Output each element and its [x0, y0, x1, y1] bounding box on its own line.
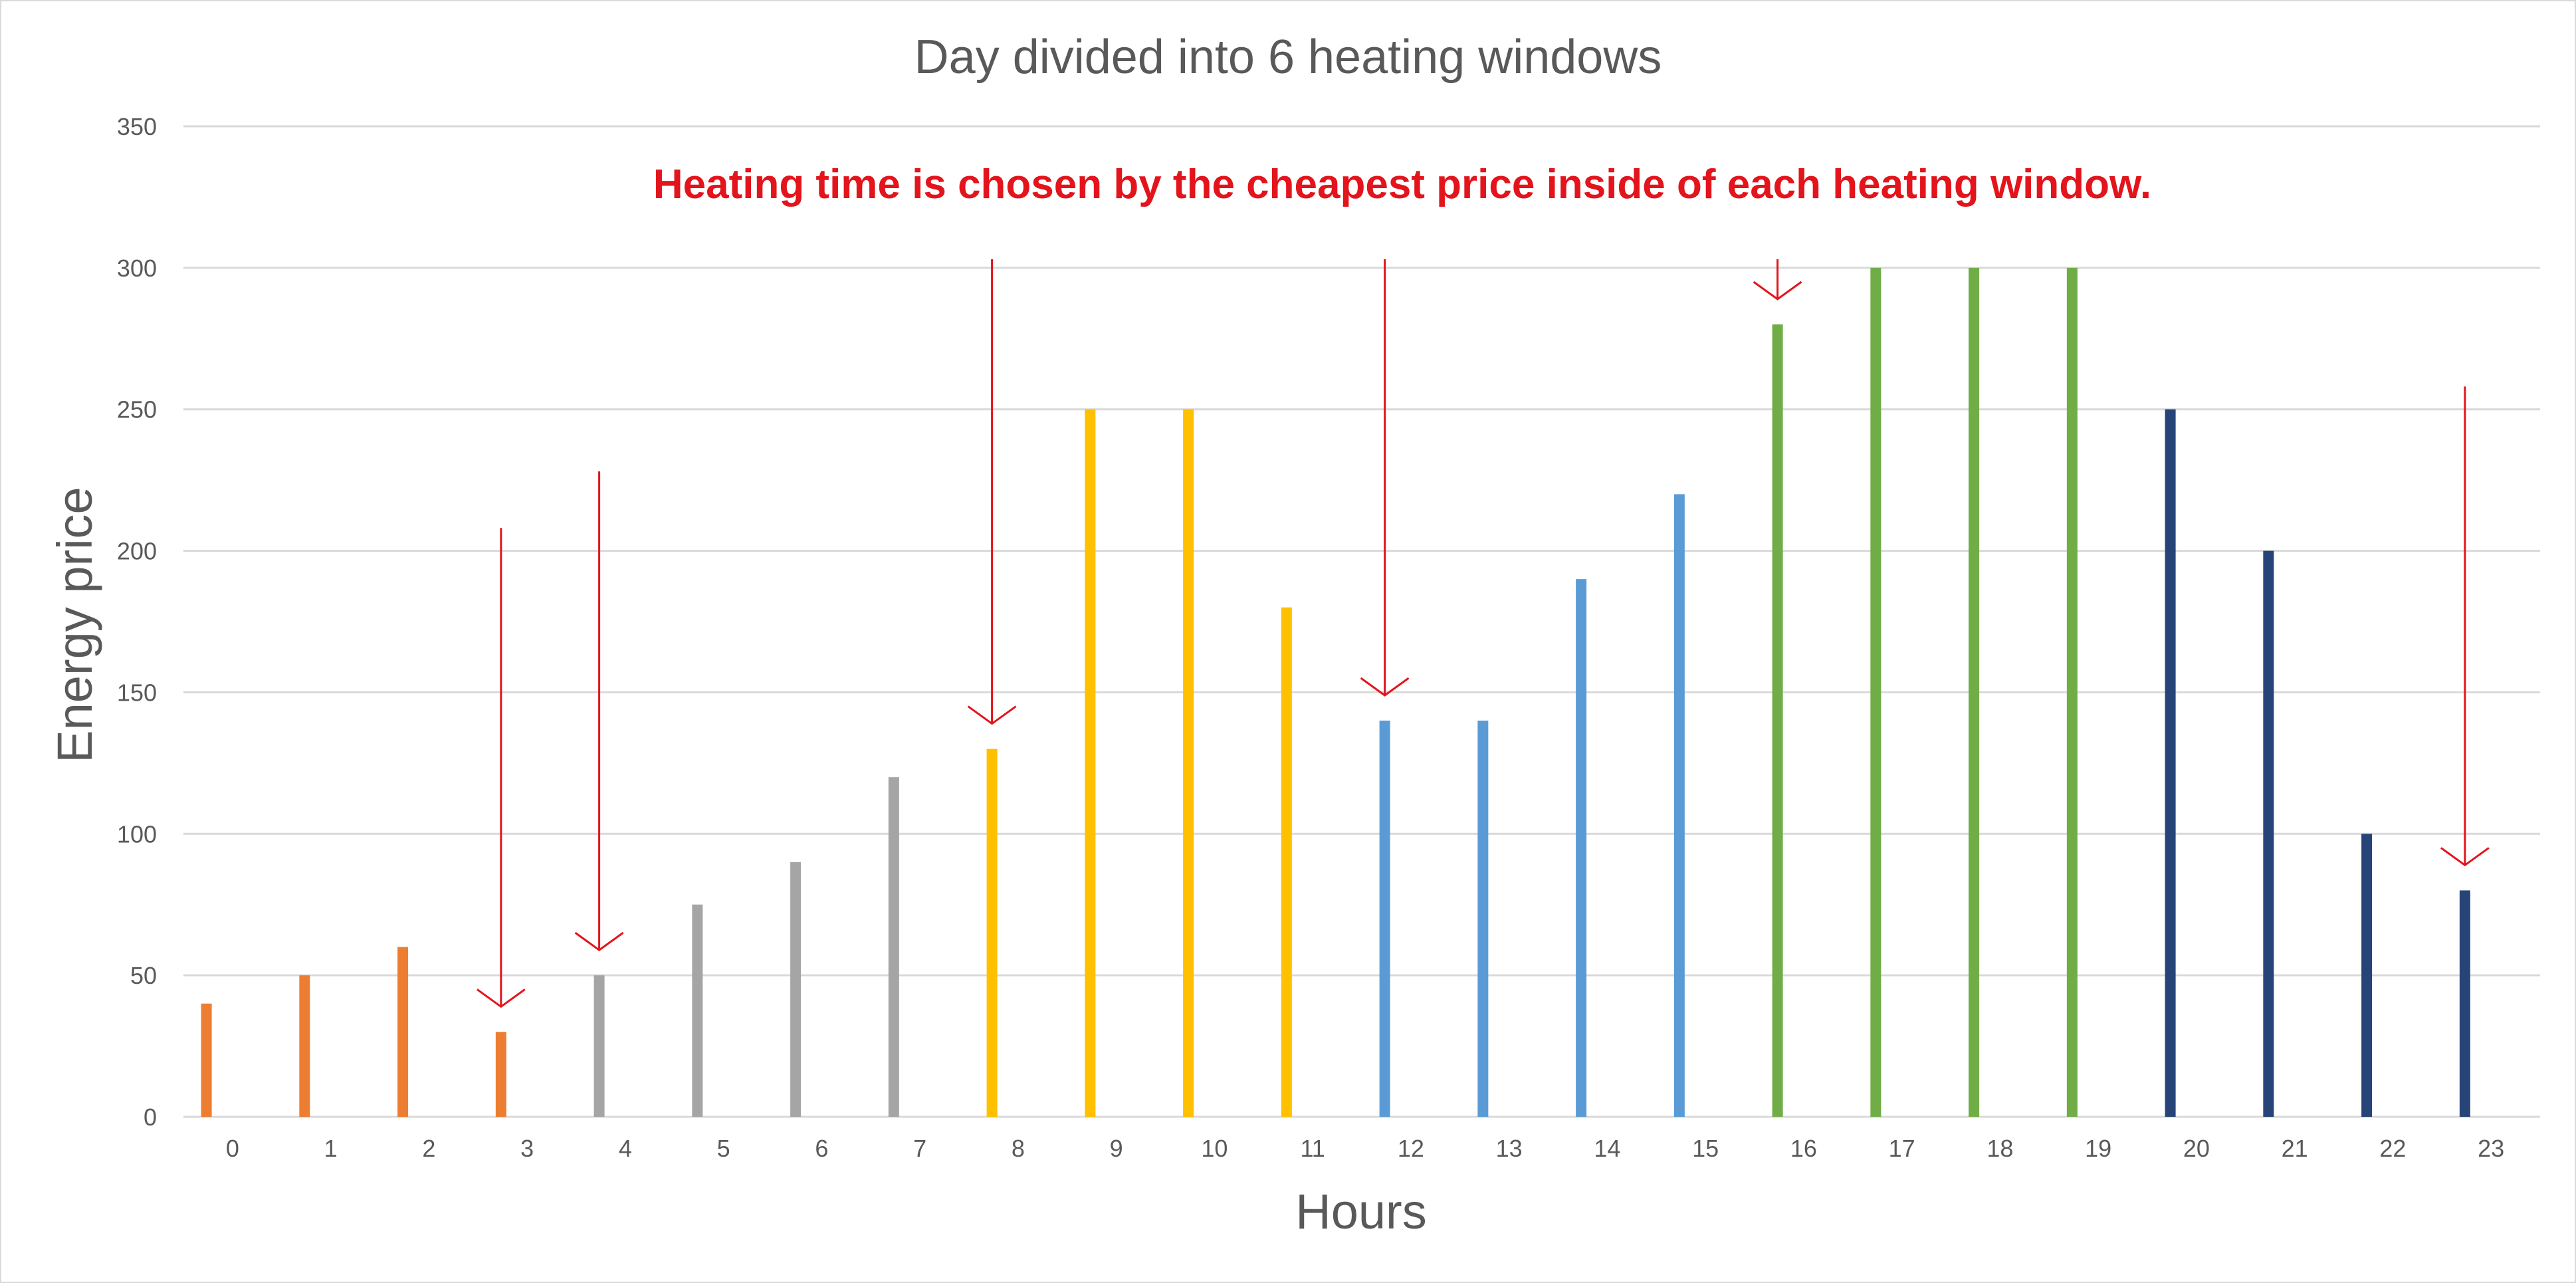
x-tick-label-23: 23 — [2478, 1135, 2504, 1162]
x-tick-label-15: 15 — [1692, 1135, 1719, 1162]
y-axis-title: Energy price — [47, 487, 102, 762]
x-tick-labels: 0 1 2 3 4 5 6 7 8 9 10 11 12 13 14 15 16 17 18 19 20 21 22 23 — [226, 1135, 2504, 1162]
bar-0 — [201, 1003, 212, 1117]
bar-16 — [1772, 324, 1783, 1117]
y-tick-label-0: 0 — [144, 1104, 157, 1131]
x-tick-label-17: 17 — [1889, 1135, 1915, 1162]
y-tick-label-150: 150 — [117, 679, 157, 706]
bar-10 — [1183, 409, 1194, 1117]
cheapest-arrow-3 — [476, 528, 526, 1008]
bar-7 — [888, 777, 899, 1117]
x-tick-label-3: 3 — [520, 1135, 534, 1162]
x-tick-label-4: 4 — [619, 1135, 632, 1162]
y-tick-label-250: 250 — [117, 396, 157, 423]
bar-2 — [397, 947, 409, 1117]
x-tick-label-20: 20 — [2183, 1135, 2210, 1162]
bar-4 — [593, 975, 605, 1117]
y-tick-label-350: 350 — [117, 113, 157, 140]
x-tick-label-7: 7 — [913, 1135, 926, 1162]
x-tick-label-5: 5 — [717, 1135, 730, 1162]
x-tick-label-14: 14 — [1594, 1135, 1620, 1162]
x-tick-label-21: 21 — [2282, 1135, 2308, 1162]
x-tick-label-6: 6 — [815, 1135, 828, 1162]
gridlines — [183, 125, 2540, 1118]
bar-12 — [1379, 721, 1390, 1117]
bar-6 — [790, 862, 802, 1117]
x-tick-label-0: 0 — [226, 1135, 239, 1162]
x-tick-label-22: 22 — [2379, 1135, 2406, 1162]
bar-15 — [1673, 494, 1685, 1117]
x-tick-label-10: 10 — [1201, 1135, 1228, 1162]
y-tick-labels: 0 50 100 150 200 250 300 350 — [117, 113, 157, 1131]
chart-title: Day divided into 6 heating windows — [914, 31, 1662, 84]
bars — [201, 267, 2470, 1117]
x-tick-label-13: 13 — [1496, 1135, 1523, 1162]
x-tick-label-2: 2 — [422, 1135, 435, 1162]
bar-13 — [1477, 721, 1489, 1117]
x-tick-label-12: 12 — [1398, 1135, 1424, 1162]
bar-19 — [2066, 267, 2078, 1117]
x-axis-title: Hours — [1295, 1184, 1426, 1239]
x-tick-label-1: 1 — [324, 1135, 338, 1162]
cheapest-arrow-16 — [1753, 259, 1802, 300]
cheapest-arrow-12 — [1360, 259, 1410, 697]
bar-3 — [495, 1032, 506, 1117]
cheapest-arrow-8 — [967, 259, 1017, 725]
x-tick-label-8: 8 — [1012, 1135, 1025, 1162]
bar-9 — [1085, 409, 1096, 1117]
x-tick-label-16: 16 — [1790, 1135, 1817, 1162]
y-tick-label-100: 100 — [117, 820, 157, 848]
bar-22 — [2361, 834, 2373, 1117]
cheapest-arrow-23 — [2440, 386, 2490, 867]
x-tick-label-11: 11 — [1300, 1135, 1325, 1162]
x-tick-label-19: 19 — [2085, 1135, 2111, 1162]
x-tick-label-9: 9 — [1110, 1135, 1123, 1162]
cheapest-arrow-4 — [574, 471, 624, 951]
y-tick-label-200: 200 — [117, 538, 157, 565]
bar-23 — [2459, 890, 2470, 1117]
bar-21 — [2263, 550, 2274, 1117]
bar-20 — [2165, 409, 2176, 1117]
bar-17 — [1870, 267, 1881, 1117]
bar-14 — [1576, 579, 1587, 1117]
y-tick-label-300: 300 — [117, 255, 157, 282]
bar-1 — [299, 975, 310, 1117]
x-tick-label-18: 18 — [1986, 1135, 2013, 1162]
bar-11 — [1281, 607, 1292, 1117]
bar-8 — [986, 749, 998, 1117]
bar-18 — [1969, 267, 1980, 1117]
annotation-arrows — [476, 259, 2490, 1008]
y-tick-label-50: 50 — [130, 962, 157, 989]
chart-annotation: Heating time is chosen by the cheapest p… — [653, 162, 2151, 207]
bar-5 — [692, 904, 703, 1117]
